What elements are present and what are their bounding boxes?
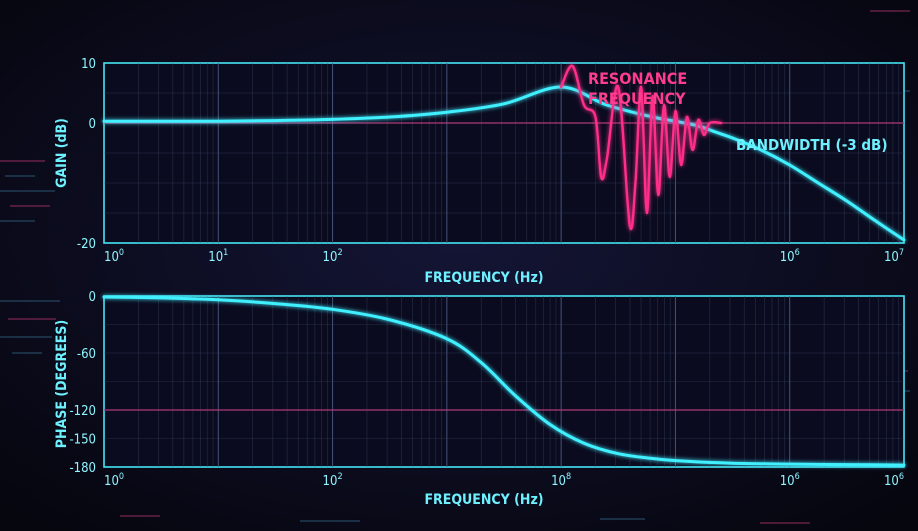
gain-axis-title: GAIN (dB) [54,118,70,188]
x-tick-label: 106 [884,472,904,489]
phase-grid [104,296,904,467]
circuit-trace [5,175,35,177]
y-tick-label: -120 [69,404,96,419]
circuit-trace [120,515,160,517]
resonance-label-line1: RESONANCE [588,69,687,88]
x-tick-label: 107 [884,248,904,265]
circuit-trace [0,190,55,192]
circuit-trace [0,300,60,302]
circuit-decoration [0,10,910,524]
y-tick-label: 10 [81,57,96,72]
resonance-label-line2: FREQUENCY [588,89,686,108]
phase-x-axis-title: FREQUENCY (Hz) [424,492,543,508]
x-tick-label: 106 [780,248,800,265]
response-curve-line [102,295,906,467]
response-curve-line [102,85,906,242]
circuit-trace [0,160,45,162]
y-tick-label: -60 [77,347,96,362]
circuit-trace [760,522,810,524]
x-tick-label: 102 [323,472,343,489]
circuit-trace [600,518,645,520]
circuit-trace [0,220,35,222]
phase-series [102,295,906,467]
y-tick-label: 0 [89,290,96,305]
circuit-trace [870,10,910,12]
circuit-trace [10,205,50,207]
bandwidth-label: BANDWIDTH (-3 dB) [736,136,888,154]
circuit-trace [12,352,42,354]
y-tick-label: -150 [69,433,96,448]
circuit-trace [8,318,56,320]
y-tick-label: -180 [69,461,96,476]
resonance-oscillation-line [559,64,723,231]
x-tick-label: 100 [104,248,124,265]
x-tick-label: 102 [323,248,343,265]
x-tick-label: 101 [208,248,228,265]
phase-tick-labels: 0 -60 -120 -150 -180 100 102 108 106 106 [69,290,904,489]
x-tick-label: 106 [780,472,800,489]
y-tick-label: -20 [77,237,96,252]
x-tick-label: 100 [104,472,124,489]
y-tick-label: 0 [89,117,96,132]
gain-series [102,64,906,242]
circuit-trace [300,520,360,522]
circuit-trace [0,336,52,338]
phase-panel: 0 -60 -120 -150 -180 100 102 108 106 106 PHASE (D… [54,290,906,508]
x-tick-label: 108 [551,472,571,489]
phase-axis-title: PHASE (DEGREES) [54,320,70,448]
gain-x-axis-title: FREQUENCY (Hz) [424,270,543,286]
